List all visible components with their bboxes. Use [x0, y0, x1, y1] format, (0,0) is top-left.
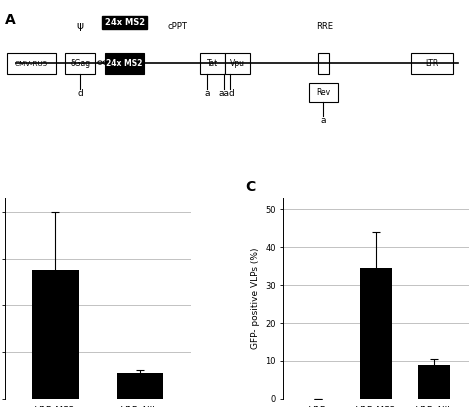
Text: 24x MS2: 24x MS2	[106, 59, 143, 68]
Bar	[65, 53, 95, 74]
Bar	[200, 53, 226, 74]
Text: CMV-RU5: CMV-RU5	[15, 61, 48, 67]
Text: a: a	[204, 90, 210, 98]
Text: RRE: RRE	[316, 22, 333, 31]
Bar	[411, 53, 453, 74]
Bar	[7, 53, 56, 74]
Text: C: C	[246, 180, 256, 194]
Text: cPPT: cPPT	[168, 22, 188, 31]
Bar	[117, 373, 163, 399]
Text: Vpu: Vpu	[230, 59, 245, 68]
Text: LTR: LTR	[426, 59, 439, 68]
Text: a: a	[320, 116, 326, 125]
Text: δGag: δGag	[70, 59, 90, 68]
Bar	[360, 268, 392, 399]
Text: ψ: ψ	[76, 21, 83, 31]
Text: A: A	[5, 13, 16, 27]
Bar	[105, 53, 144, 74]
Bar	[319, 53, 328, 74]
Y-axis label: GFP- positive VLPs (%): GFP- positive VLPs (%)	[251, 247, 260, 349]
Bar	[226, 53, 249, 74]
Text: 24x MS2: 24x MS2	[105, 18, 145, 27]
Bar	[419, 365, 450, 399]
Text: aad: aad	[219, 90, 236, 98]
Bar	[32, 270, 79, 399]
Text: Rev: Rev	[316, 88, 330, 97]
Text: d: d	[78, 90, 83, 98]
Text: Tat: Tat	[207, 59, 218, 68]
Text: 24x MS2: 24x MS2	[105, 18, 145, 27]
Bar	[309, 83, 338, 102]
